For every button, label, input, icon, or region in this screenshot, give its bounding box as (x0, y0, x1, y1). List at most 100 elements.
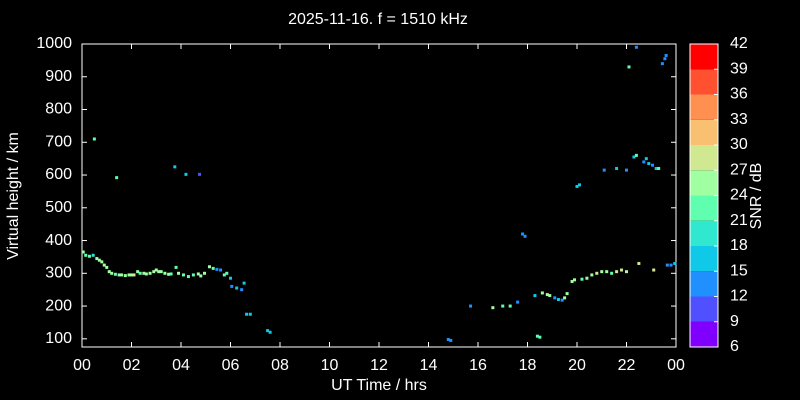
data-point (219, 268, 223, 272)
x-axis-label: UT Time / hrs (331, 377, 427, 394)
colorbar-tick-label: 21 (730, 212, 748, 229)
data-point (148, 271, 152, 275)
colorbar-band (690, 296, 718, 322)
data-point (81, 250, 85, 254)
data-point (560, 298, 564, 302)
data-point (203, 271, 207, 275)
data-point (211, 266, 215, 270)
data-point (198, 172, 202, 176)
x-tick-label: 00 (667, 357, 685, 374)
data-point (130, 273, 133, 277)
data-point (245, 312, 249, 316)
data-point (644, 157, 648, 161)
y-tick-label: 600 (45, 166, 72, 183)
data-point (266, 329, 270, 333)
data-point (545, 293, 549, 297)
data-point (113, 272, 117, 276)
data-point (610, 271, 614, 275)
data-point (553, 296, 557, 300)
y-tick-label: 900 (45, 68, 72, 85)
data-point (563, 296, 567, 300)
data-point (120, 273, 124, 277)
y-tick-label: 100 (45, 330, 72, 347)
data-point (102, 263, 106, 267)
data-point (136, 270, 140, 274)
data-point (570, 279, 574, 283)
x-tick-label: 14 (420, 357, 438, 374)
colorbar-band (690, 271, 718, 297)
data-point (575, 184, 579, 188)
data-point (97, 258, 101, 262)
colorbar-band (690, 321, 718, 347)
data-point (590, 273, 594, 277)
colorbar-tick-label: 42 (730, 35, 748, 52)
data-point (268, 330, 272, 334)
data-point (154, 268, 158, 272)
data-point (660, 62, 664, 66)
colorbar-band (690, 119, 718, 145)
data-point (173, 165, 177, 169)
y-tick-label: 400 (45, 232, 72, 249)
data-point (632, 155, 636, 159)
x-tick-label: 10 (321, 357, 339, 374)
x-tick-label: 18 (519, 357, 537, 374)
y-tick-label: 1000 (36, 35, 72, 52)
data-point (446, 337, 450, 341)
data-point (577, 183, 581, 187)
data-point (556, 298, 560, 302)
data-point (627, 65, 631, 69)
data-point (242, 281, 246, 285)
data-point (100, 260, 104, 264)
data-point (565, 292, 569, 296)
data-point (548, 294, 552, 298)
data-point (127, 273, 131, 277)
data-point (91, 253, 95, 257)
data-point (516, 300, 520, 304)
colorbar-band (690, 94, 718, 120)
data-point (469, 304, 473, 308)
x-tick-label: 20 (568, 357, 586, 374)
data-point (665, 263, 669, 267)
data-point (538, 335, 542, 339)
colorbar-tick-label: 9 (730, 313, 739, 330)
data-point (521, 232, 525, 236)
data-point (615, 166, 619, 170)
data-point (186, 275, 190, 279)
data-point (181, 273, 185, 277)
data-point (669, 263, 673, 267)
chart-title: 2025-11-16. f = 1510 kHz (288, 11, 468, 28)
x-tick-label: 04 (172, 357, 190, 374)
data-point (84, 253, 88, 257)
data-point (105, 265, 109, 269)
x-tick-label: 00 (73, 357, 91, 374)
colorbar-tick-label: 18 (730, 237, 748, 254)
x-tick-label: 08 (271, 357, 289, 374)
data-point (615, 270, 619, 274)
colorbar-tick-label: 15 (730, 262, 748, 279)
data-point (144, 272, 148, 276)
data-point (177, 271, 181, 275)
data-point (107, 270, 111, 274)
data-point (87, 254, 91, 258)
colorbar-band (690, 220, 718, 246)
y-tick-label: 300 (45, 265, 72, 282)
data-point (634, 45, 638, 49)
data-point (605, 270, 609, 274)
data-point (199, 274, 203, 278)
data-point (95, 257, 99, 261)
data-point (652, 268, 656, 272)
data-point (535, 334, 539, 338)
data-point (191, 273, 195, 277)
y-tick-label: 200 (45, 297, 72, 314)
colorbar-label: SNR / dB (748, 163, 765, 230)
data-point (540, 291, 544, 295)
data-point (215, 267, 219, 271)
x-tick-label: 02 (123, 357, 141, 374)
data-point (167, 272, 171, 276)
data-point (637, 261, 641, 265)
y-axis-label: Virtual height / km (5, 132, 22, 260)
x-tick-label: 12 (370, 357, 388, 374)
colorbar-band (690, 145, 718, 171)
data-point (115, 176, 119, 180)
